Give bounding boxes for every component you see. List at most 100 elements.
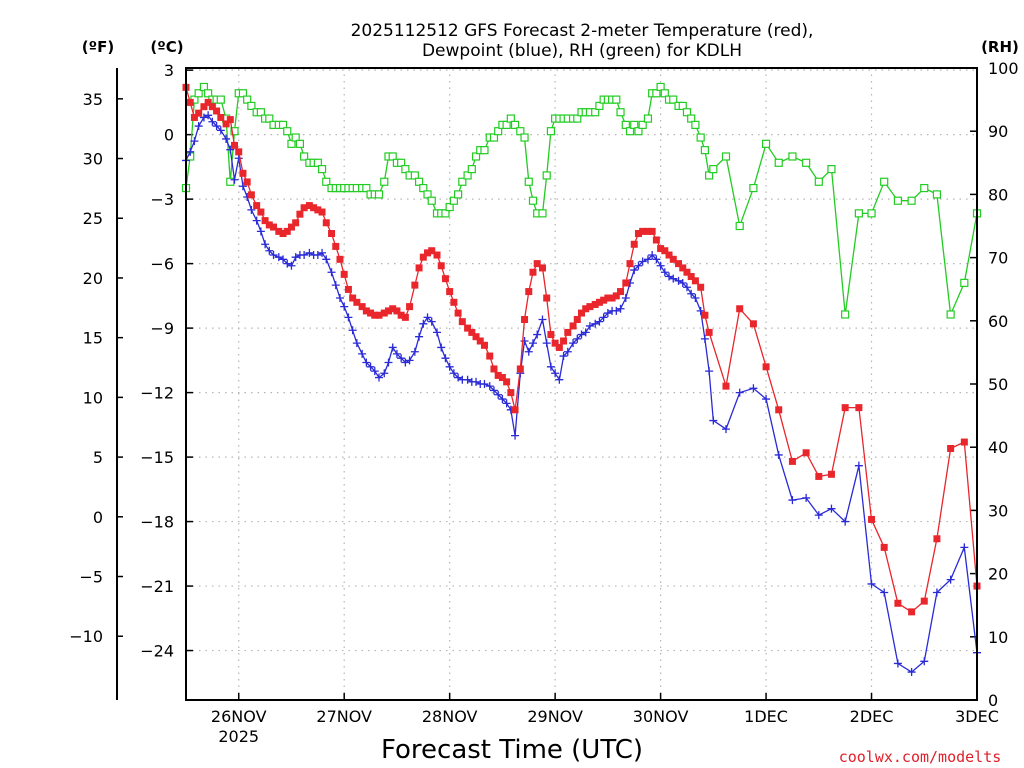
rh-point [960,278,969,287]
temperature-point [920,597,928,605]
temperature-point [827,470,835,478]
dewpoint-point [546,362,555,371]
celsius-tick-label: −21 [140,577,174,596]
dewpoint-point [669,274,678,283]
dewpoint-point [638,257,647,266]
temperature-point [551,339,559,347]
rh-point [401,165,410,174]
dewpoint-point [199,113,208,122]
dewpoint-point [656,261,665,270]
rh-point [300,152,309,161]
temperature-point [322,219,330,227]
temperature-point [454,309,462,317]
rh-point [893,196,903,205]
dewpoint-point [427,317,436,326]
dewpoint-point [265,246,274,255]
temperature-point [261,217,269,225]
temperature-point [332,242,340,250]
temperature-point [582,305,590,313]
dewpoint-point [485,382,494,391]
rh-point [480,146,489,155]
temperature-point [652,236,660,244]
dewpoint-point [238,182,247,191]
temperature-point [521,316,529,324]
dewpoint-point [577,330,586,339]
temperature-point [543,294,551,302]
rh-point [256,108,265,117]
temperature-point [908,608,916,616]
temperature-point [578,309,585,317]
dewpoint-point [340,302,349,311]
temperature-point [503,378,511,386]
temperature-point [802,449,810,457]
chart-title-line2: Dewpoint (blue), RH (green) for KDLH [422,41,742,61]
dewpoint-point [489,386,498,395]
dewpoint-point [480,380,489,388]
temperature-point [648,227,656,235]
rh-point [546,127,556,136]
temperature-point [612,292,620,300]
fahrenheit-tick-label: 0 [93,508,103,527]
rh-point [735,221,744,231]
temperature-point [480,341,488,349]
dewpoint-point [700,334,709,343]
temperature-point [788,457,796,465]
rh-point [691,120,700,129]
rh-point [489,133,499,142]
dewpoint-point [208,117,217,126]
dewpoint-point [433,328,442,337]
temperature-point [340,270,348,278]
temperature-point [595,298,603,306]
dewpoint-point [375,373,384,382]
dewpoint-point [212,122,221,131]
dewpoint-point [581,328,590,337]
dewpoint-point [415,332,424,341]
celsius-tick-label: −12 [140,384,174,403]
temperature-point [608,294,616,302]
temperature-point [634,230,642,238]
fahrenheit-tick-label: −10 [69,627,103,646]
temperature-point [472,333,480,341]
dewpoint-point [226,145,235,154]
dewpoint-point [802,493,811,502]
rh-point [427,196,436,205]
rh-point [932,190,942,199]
rh-point [854,209,863,218]
dewpoint-point [230,175,239,184]
rh-point [749,183,758,193]
temperature-point [525,288,533,296]
rh-point [841,310,850,319]
dewpoint-point [204,111,213,120]
rh-point [397,158,406,167]
rh-point [880,177,889,186]
x-tick-label: 28NOV [422,707,478,726]
temperature-point [947,444,955,452]
fahrenheit-tick-label: 15 [83,329,103,348]
dewpoint-point [291,253,300,262]
temperature-point [569,322,577,330]
dewpoint-point [735,388,744,397]
dewpoint-point [190,137,199,146]
rh-point [542,171,551,180]
fahrenheit-tick-label: 25 [83,209,103,228]
dewpoint-point [234,154,243,163]
temperature-point [476,337,484,345]
rh-tick-label: 70 [988,249,1008,268]
temperature-point [208,103,216,111]
dewpoint-point [318,248,327,257]
dewpoint-point [366,362,375,371]
dewpoint-point [261,240,270,249]
rh-point [524,177,533,186]
rh-point [380,177,389,186]
temperature-point [841,404,849,412]
rh-point [388,152,397,161]
x-tick-label: 2DEC [850,707,894,726]
temperature-point [217,113,225,121]
temperature-point [498,374,506,382]
dewpoint-point [528,339,537,348]
celsius-tick-label: −18 [140,513,174,532]
grid [186,68,978,700]
temperature-point [736,305,744,313]
dewpoint-point [437,343,446,352]
